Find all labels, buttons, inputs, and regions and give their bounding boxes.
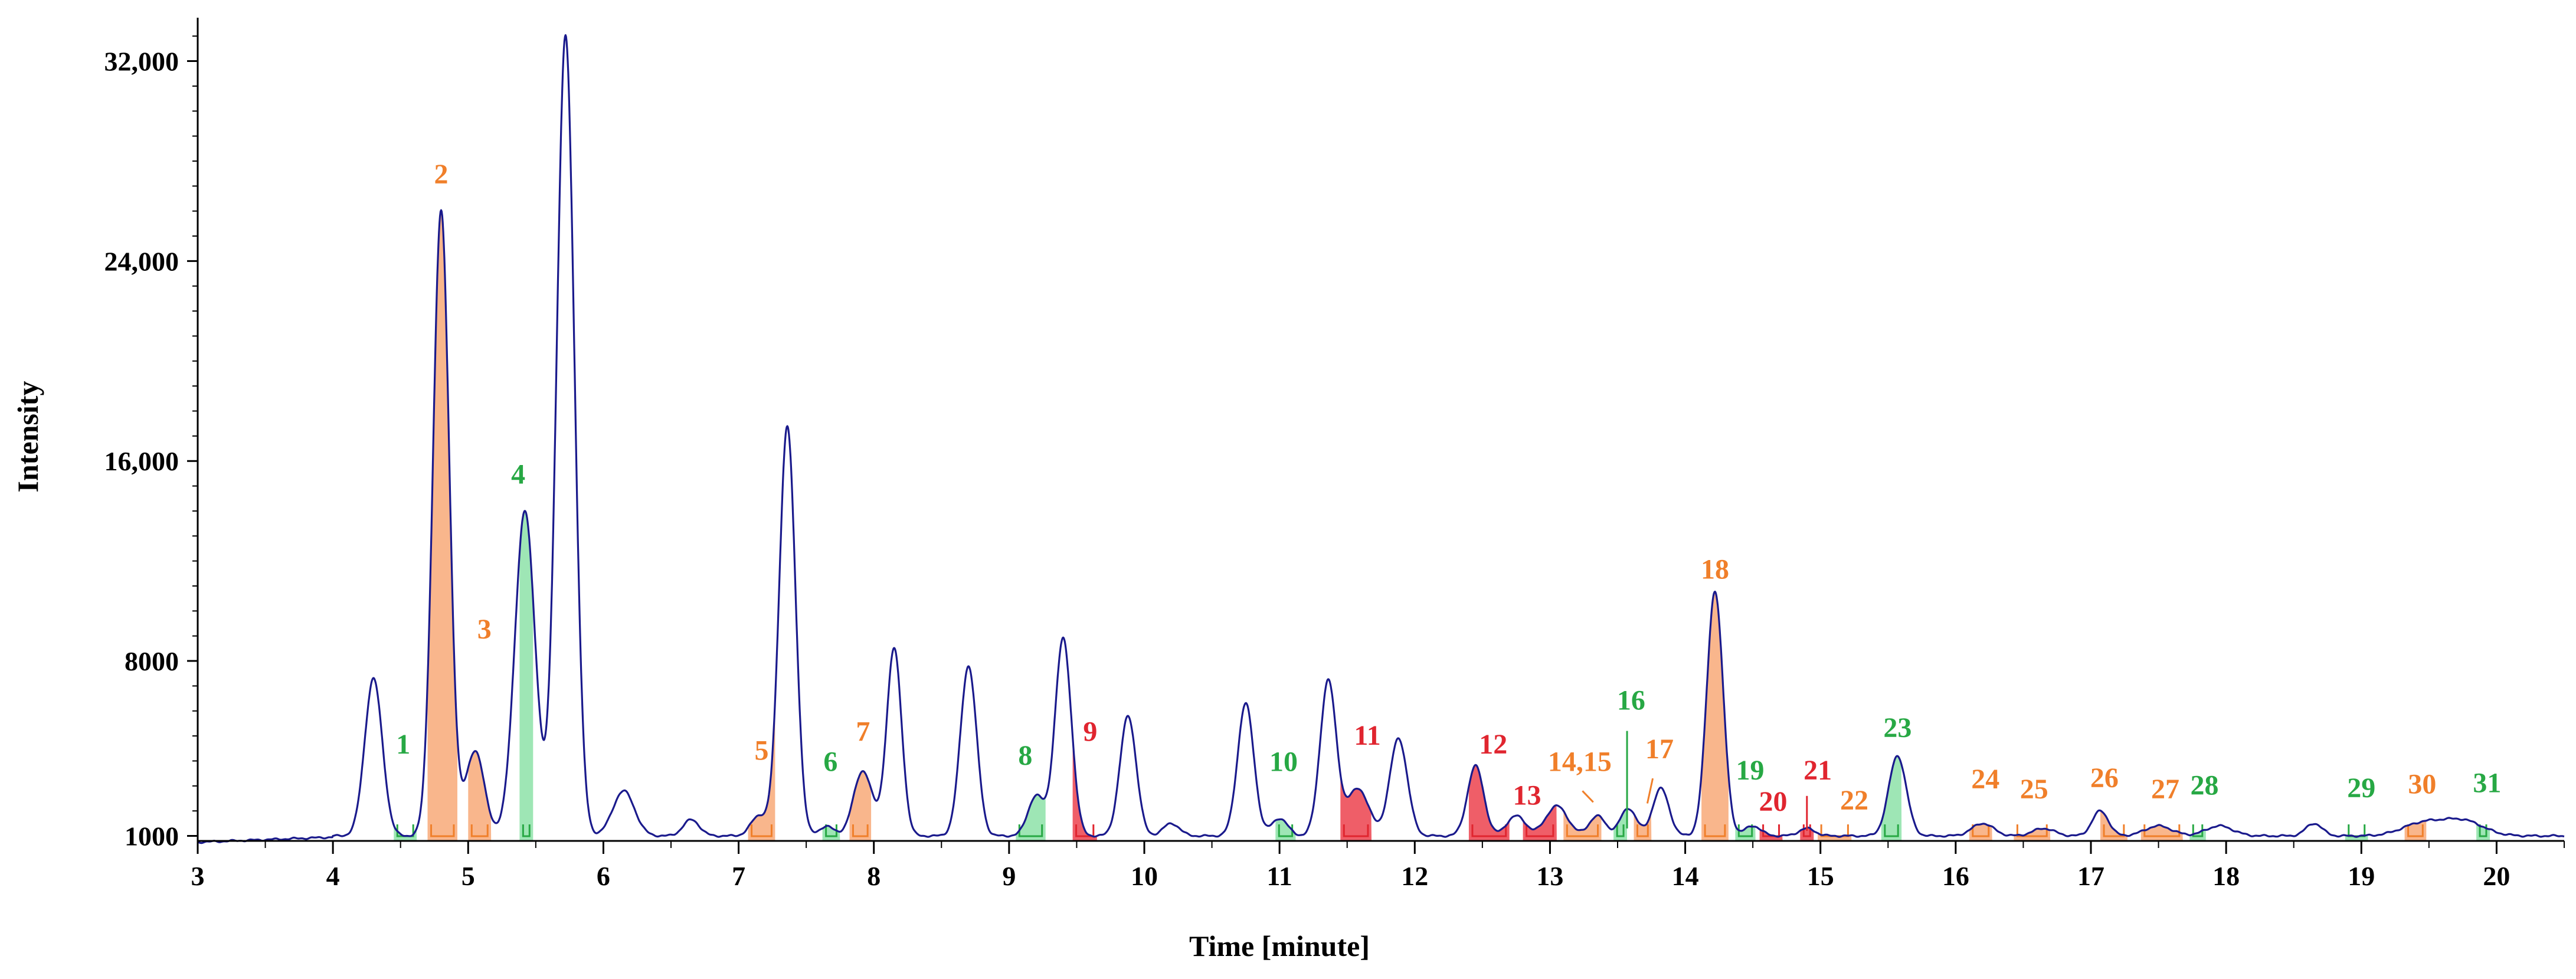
peak-fill-3 — [468, 751, 492, 841]
x-tick-label: 4 — [326, 861, 340, 891]
y-tick-label: 32,000 — [104, 47, 179, 77]
x-tick-label: 9 — [1002, 861, 1016, 891]
peak-fill-8 — [1016, 794, 1046, 841]
peak-label-30: 30 — [2408, 769, 2436, 800]
x-tick-label: 12 — [1401, 861, 1428, 891]
peak-fill-9 — [1072, 736, 1097, 841]
peak-fill-13 — [1523, 805, 1557, 841]
peak-label-25: 25 — [2020, 774, 2048, 805]
peak-bracket-29 — [2348, 824, 2366, 837]
x-tick-label: 18 — [2212, 861, 2240, 891]
y-tick-label: 24,000 — [104, 246, 179, 276]
peak-label-22: 22 — [1840, 785, 1868, 816]
peak-label-4: 4 — [511, 459, 525, 490]
peak-bracket-17 — [1636, 824, 1649, 837]
peak-fill-4 — [519, 510, 533, 841]
peak-bracket-18 — [1704, 824, 1726, 837]
peak-bracket-14,15 — [1566, 824, 1599, 837]
y-tick-label: 16,000 — [104, 446, 179, 476]
peak-bracket-2 — [430, 824, 455, 837]
peak-label-6: 6 — [823, 746, 837, 777]
peak-label-28: 28 — [2190, 770, 2218, 801]
peak-label-23: 23 — [1883, 712, 1911, 744]
peak-bracket-16 — [1616, 824, 1625, 837]
peak-label-14,15: 14,15 — [1548, 746, 1612, 777]
y-tick-label: 8000 — [125, 646, 179, 676]
peak-fill-12 — [1468, 765, 1510, 841]
peak-bracket-13 — [1526, 824, 1554, 837]
peak-bracket-11 — [1343, 824, 1369, 837]
peak-fill-25 — [2014, 829, 2051, 841]
peak-label-17: 17 — [1645, 734, 1674, 765]
peak-label-12: 12 — [1479, 729, 1507, 760]
peak-label-2: 2 — [434, 159, 448, 190]
peak-bracket-3 — [470, 824, 489, 837]
peak-label-21: 21 — [1803, 755, 1832, 786]
leader-17 — [1646, 778, 1654, 804]
x-tick-label: 14 — [1672, 861, 1699, 891]
peak-bracket-9 — [1075, 824, 1095, 837]
peak-label-31: 31 — [2473, 767, 2501, 798]
x-tick-label: 6 — [597, 861, 610, 891]
peak-fill-27 — [2140, 824, 2183, 841]
x-tick-label: 3 — [191, 861, 205, 891]
peak-bracket-4 — [522, 824, 531, 837]
y-axis-title: Intensity — [11, 381, 44, 493]
peak-fill-14,15 — [1563, 811, 1602, 841]
x-tick-label: 16 — [1942, 861, 1969, 891]
x-tick-label: 11 — [1266, 861, 1292, 891]
x-tick-label: 17 — [2077, 861, 2104, 891]
peak-label-1: 1 — [396, 729, 410, 760]
peak-fill-23 — [1881, 756, 1902, 841]
peak-label-3: 3 — [477, 614, 492, 645]
peak-bracket-7 — [852, 824, 869, 837]
peak-fill-7 — [849, 771, 872, 841]
peak-bracket-25 — [2016, 824, 2048, 837]
peak-label-8: 8 — [1018, 740, 1032, 771]
y-tick-label: 1000 — [125, 821, 179, 852]
peak-fill-18 — [1701, 591, 1729, 841]
x-tick-label: 8 — [867, 861, 881, 891]
peak-fill-11 — [1340, 774, 1372, 841]
peak-label-27: 27 — [2151, 774, 2179, 805]
peak-label-11: 11 — [1354, 720, 1380, 751]
peak-label-5: 5 — [755, 735, 769, 766]
peak-label-7: 7 — [856, 716, 870, 748]
peak-bracket-26 — [2103, 824, 2125, 837]
x-tick-label: 15 — [1807, 861, 1834, 891]
peak-bracket-30 — [2407, 824, 2424, 837]
x-tick-label: 7 — [732, 861, 745, 891]
peak-label-18: 18 — [1701, 554, 1729, 585]
peak-label-29: 29 — [2347, 772, 2375, 804]
peak-label-9: 9 — [1083, 716, 1097, 748]
x-tick-label: 20 — [2483, 861, 2510, 891]
x-tick-label: 19 — [2348, 861, 2375, 891]
peak-bracket-12 — [1471, 824, 1507, 837]
peak-bracket-31 — [2479, 824, 2487, 837]
peak-fill-layer — [394, 210, 2490, 842]
peak-label-24: 24 — [1971, 764, 1999, 795]
peak-fill-26 — [2100, 810, 2127, 841]
x-axis-title: Time [minute] — [1189, 929, 1370, 962]
peak-label-20: 20 — [1759, 786, 1788, 817]
peak-bracket-23 — [1884, 824, 1899, 837]
leader-14-15 — [1582, 790, 1594, 803]
peak-label-16: 16 — [1617, 685, 1645, 716]
chromatogram-trace — [197, 34, 2565, 844]
peak-label-13: 13 — [1513, 780, 1541, 811]
x-tick-label: 5 — [461, 861, 475, 891]
peak-bracket-5 — [751, 824, 773, 837]
peak-fill-5 — [748, 699, 775, 841]
peak-label-26: 26 — [2090, 762, 2119, 794]
peak-label-19: 19 — [1736, 755, 1765, 786]
peak-bracket-24 — [1972, 824, 1990, 837]
peak-bracket-21 — [1802, 824, 1811, 837]
peak-label-10: 10 — [1269, 746, 1298, 777]
x-tick-label: 10 — [1131, 861, 1158, 891]
x-tick-label: 13 — [1536, 861, 1563, 891]
axes-layer: 3 4 5 6 7 8 9 10 11 12 13 14 15 16 17 18 19 201000800016,… — [104, 18, 2565, 891]
